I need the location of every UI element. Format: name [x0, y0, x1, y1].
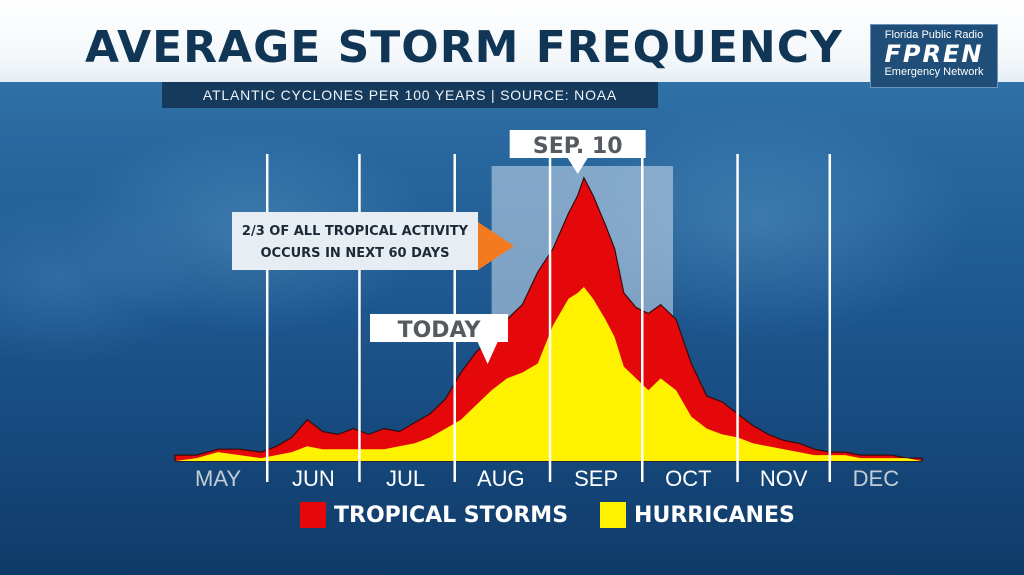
logo-bottom-text: Emergency Network: [884, 66, 984, 78]
chart-legend: TROPICAL STORMS HURRICANES: [300, 500, 795, 530]
area-hurricanes: [175, 287, 922, 461]
month-label-nov: NOV: [760, 466, 808, 491]
month-label-may: MAY: [195, 466, 241, 491]
month-label-oct: OCT: [665, 466, 711, 491]
legend-label-tropical-storms: TROPICAL STORMS: [334, 502, 569, 528]
month-label-aug: AUG: [477, 466, 525, 491]
fpren-logo: Florida Public Radio FPREN Emergency Net…: [870, 24, 998, 88]
today-label: TODAY: [398, 318, 482, 343]
month-label-dec: DEC: [853, 466, 900, 491]
area-tropical-storms: [174, 176, 923, 462]
month-label-jun: JUN: [292, 466, 335, 491]
today-callout: TODAY: [370, 314, 508, 364]
legend-label-hurricanes: HURRICANES: [634, 502, 795, 528]
logo-wordmark: FPREN: [884, 40, 984, 68]
logo-top-text: Florida Public Radio: [884, 29, 984, 41]
peak-callout: SEP. 10: [509, 130, 646, 174]
title-band: [0, 0, 1024, 82]
subtitle-bar: ATLANTIC CYCLONES PER 100 YEARS | SOURCE…: [162, 82, 658, 108]
orange-arrow-icon: [478, 222, 514, 270]
callout-line-1: 2/3 OF ALL TROPICAL ACTIVITY: [242, 224, 469, 239]
page-title: AVERAGE STORM FREQUENCY: [85, 22, 843, 73]
month-label-sep: SEP: [574, 466, 618, 491]
legend-swatch-hurricanes: [600, 502, 627, 528]
month-label-jul: JUL: [386, 466, 425, 491]
peak-label: SEP. 10: [533, 134, 623, 159]
legend-swatch-tropical-storms: [300, 502, 326, 528]
callout-line-2: OCCURS IN NEXT 60 DAYS: [260, 246, 449, 261]
activity-callout: 2/3 OF ALL TROPICAL ACTIVITY OCCURS IN NE…: [232, 212, 514, 270]
